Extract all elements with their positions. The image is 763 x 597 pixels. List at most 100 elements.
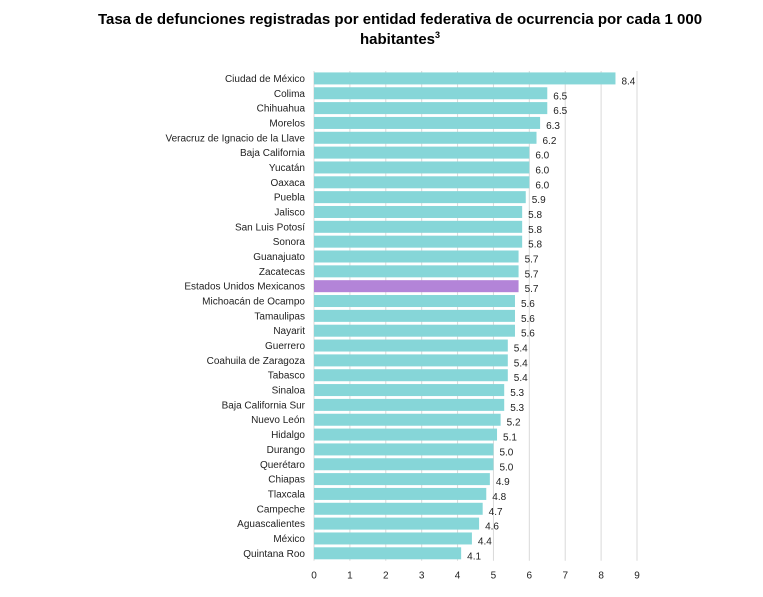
- category-label: Durango: [267, 445, 306, 456]
- data-label: 4.6: [485, 522, 499, 533]
- category-label: Baja California Sur: [222, 400, 306, 411]
- data-label: 5.7: [525, 284, 539, 295]
- data-label: 6.0: [535, 151, 549, 162]
- category-label: Chihuahua: [257, 104, 306, 115]
- bar: [314, 458, 494, 471]
- category-label: Veracruz de Ignacio de la Llave: [165, 133, 305, 144]
- bar: [314, 443, 494, 456]
- bar: [314, 191, 526, 204]
- data-label: 6.5: [553, 91, 567, 102]
- x-tick-label: 6: [527, 571, 533, 582]
- bar: [314, 532, 472, 545]
- x-tick-label: 8: [598, 571, 604, 582]
- bar: [314, 428, 498, 441]
- data-label: 5.9: [532, 195, 546, 206]
- bar: [314, 116, 541, 129]
- category-label: Jalisco: [274, 207, 305, 218]
- bar: [314, 324, 515, 337]
- x-tick-label: 1: [347, 571, 353, 582]
- data-label: 4.8: [492, 492, 506, 503]
- bar: [314, 517, 480, 530]
- bar: [314, 205, 523, 218]
- category-label: Coahuila de Zaragoza: [207, 356, 306, 367]
- category-label: Chiapas: [268, 475, 305, 486]
- category-label: Yucatán: [269, 163, 305, 174]
- bar: [314, 473, 490, 486]
- x-tick-label: 0: [311, 571, 317, 582]
- bar: [314, 72, 616, 85]
- x-tick-label: 4: [455, 571, 461, 582]
- bar: [314, 250, 519, 263]
- category-label: Campeche: [257, 504, 306, 515]
- data-label: 5.7: [525, 255, 539, 266]
- bar: [314, 220, 523, 233]
- x-tick-label: 2: [383, 571, 389, 582]
- bar: [314, 235, 523, 248]
- data-label: 5.8: [528, 210, 542, 221]
- bar: [314, 131, 537, 144]
- data-label: 8.4: [621, 76, 635, 87]
- bar: [314, 369, 508, 382]
- data-label: 6.0: [535, 165, 549, 176]
- data-label: 6.0: [535, 180, 549, 191]
- category-label: Guerrero: [265, 341, 305, 352]
- category-label: Sonora: [273, 237, 306, 248]
- bar: [314, 413, 501, 426]
- data-label: 5.2: [507, 418, 521, 429]
- category-label: Tlaxcala: [268, 489, 306, 500]
- category-label: Querétaro: [260, 460, 305, 471]
- bar: [314, 295, 515, 308]
- bar: [314, 176, 530, 189]
- category-label: Morelos: [269, 118, 305, 129]
- bars: Ciudad de México 8.4 Colima 6.5 Chihuahua 6.5…: [165, 72, 636, 562]
- category-label: Tamaulipas: [254, 311, 305, 322]
- data-label: 5.8: [528, 240, 542, 251]
- category-label: Hidalgo: [271, 430, 305, 441]
- category-label: Michoacán de Ocampo: [202, 297, 305, 308]
- data-label: 5.4: [514, 358, 528, 369]
- x-tick-label: 3: [419, 571, 425, 582]
- bar: [314, 161, 530, 174]
- bar: [314, 398, 505, 411]
- data-label: 5.7: [525, 269, 539, 280]
- category-label: Estados Unidos Mexicanos: [184, 282, 305, 293]
- bar: [314, 339, 508, 352]
- chart-title-line2: habitantes3: [360, 30, 440, 48]
- category-label: Aguascalientes: [237, 519, 305, 530]
- data-label: 6.5: [553, 106, 567, 117]
- data-label: 4.9: [496, 477, 510, 488]
- chart-title: Tasa de defunciones registradas por enti…: [98, 11, 702, 28]
- data-label: 4.1: [467, 551, 481, 562]
- bar: [314, 265, 519, 278]
- category-label: Nayarit: [273, 326, 305, 337]
- category-label: Baja California: [240, 148, 305, 159]
- category-label: Quintana Roo: [243, 549, 305, 560]
- data-label: 5.3: [510, 403, 524, 414]
- x-axis-ticks: 0 1 2 3 4 5 6 7 8 9: [311, 571, 640, 582]
- bar: [314, 487, 487, 500]
- data-label: 6.2: [543, 136, 557, 147]
- bar: [314, 280, 519, 293]
- category-label: Sinaloa: [272, 386, 306, 397]
- data-label: 5.1: [503, 433, 517, 444]
- category-label: Ciudad de México: [225, 74, 305, 85]
- category-label: Colima: [274, 89, 306, 100]
- data-label: 5.3: [510, 388, 524, 399]
- x-tick-label: 9: [634, 571, 640, 582]
- category-label: San Luis Potosí: [235, 222, 305, 233]
- bar: [314, 384, 505, 397]
- data-label: 4.4: [478, 536, 492, 547]
- data-label: 5.4: [514, 373, 528, 384]
- category-label: Guanajuato: [253, 252, 305, 263]
- bar: [314, 502, 483, 515]
- category-label: Tabasco: [268, 371, 306, 382]
- data-label: 5.6: [521, 314, 535, 325]
- category-label: Puebla: [274, 193, 306, 204]
- bar: [314, 87, 548, 100]
- category-label: Oaxaca: [271, 178, 306, 189]
- data-label: 5.4: [514, 344, 528, 355]
- category-label: Zacatecas: [259, 267, 305, 278]
- data-label: 5.8: [528, 225, 542, 236]
- category-label: Nuevo León: [251, 415, 305, 426]
